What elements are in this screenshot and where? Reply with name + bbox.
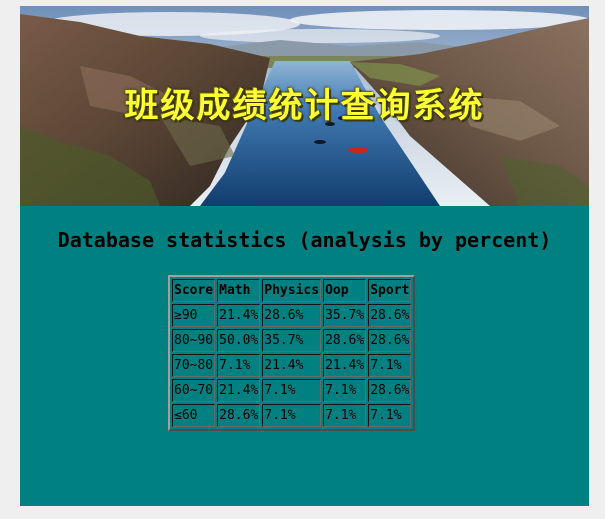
score-range-cell: ≥90 [172, 304, 216, 327]
physics-cell: 28.6% [262, 304, 322, 327]
sport-cell: 7.1% [368, 404, 412, 427]
score-range-cell: ≤60 [172, 404, 216, 427]
main-panel: 班级成绩统计查询系统 Database statistics (analysis… [20, 6, 589, 506]
physics-cell: 7.1% [262, 404, 322, 427]
oop-cell: 35.7% [323, 304, 367, 327]
statistics-table: Score Math Physics Oop Sport ≥90 21.4% 2… [168, 275, 416, 431]
score-range-cell: 60~70 [172, 379, 216, 402]
sport-cell: 28.6% [368, 379, 412, 402]
header-math: Math [217, 279, 261, 302]
physics-cell: 21.4% [262, 354, 322, 377]
banner: 班级成绩统计查询系统 [20, 6, 589, 206]
math-cell: 21.4% [217, 304, 261, 327]
math-cell: 7.1% [217, 354, 261, 377]
oop-cell: 28.6% [323, 329, 367, 352]
sport-cell: 7.1% [368, 354, 412, 377]
header-sport: Sport [368, 279, 412, 302]
table-row: ≥90 21.4% 28.6% 35.7% 28.6% [172, 304, 412, 327]
header-oop: Oop [323, 279, 367, 302]
banner-image [20, 6, 589, 206]
oop-cell: 7.1% [323, 404, 367, 427]
math-cell: 28.6% [217, 404, 261, 427]
table-row: 80~90 50.0% 35.7% 28.6% 28.6% [172, 329, 412, 352]
table-row: 60~70 21.4% 7.1% 7.1% 28.6% [172, 379, 412, 402]
math-cell: 21.4% [217, 379, 261, 402]
header-score: Score [172, 279, 216, 302]
sport-cell: 28.6% [368, 329, 412, 352]
physics-cell: 35.7% [262, 329, 322, 352]
math-cell: 50.0% [217, 329, 261, 352]
banner-title: 班级成绩统计查询系统 [124, 86, 485, 126]
oop-cell: 21.4% [323, 354, 367, 377]
table-row: 70~80 7.1% 21.4% 21.4% 7.1% [172, 354, 412, 377]
header-physics: Physics [262, 279, 322, 302]
table-header-row: Score Math Physics Oop Sport [172, 279, 412, 302]
table-row: ≤60 28.6% 7.1% 7.1% 7.1% [172, 404, 412, 427]
physics-cell: 7.1% [262, 379, 322, 402]
page-heading: Database statistics (analysis by percent… [57, 228, 552, 252]
sport-cell: 28.6% [368, 304, 412, 327]
score-range-cell: 70~80 [172, 354, 216, 377]
score-range-cell: 80~90 [172, 329, 216, 352]
oop-cell: 7.1% [323, 379, 367, 402]
